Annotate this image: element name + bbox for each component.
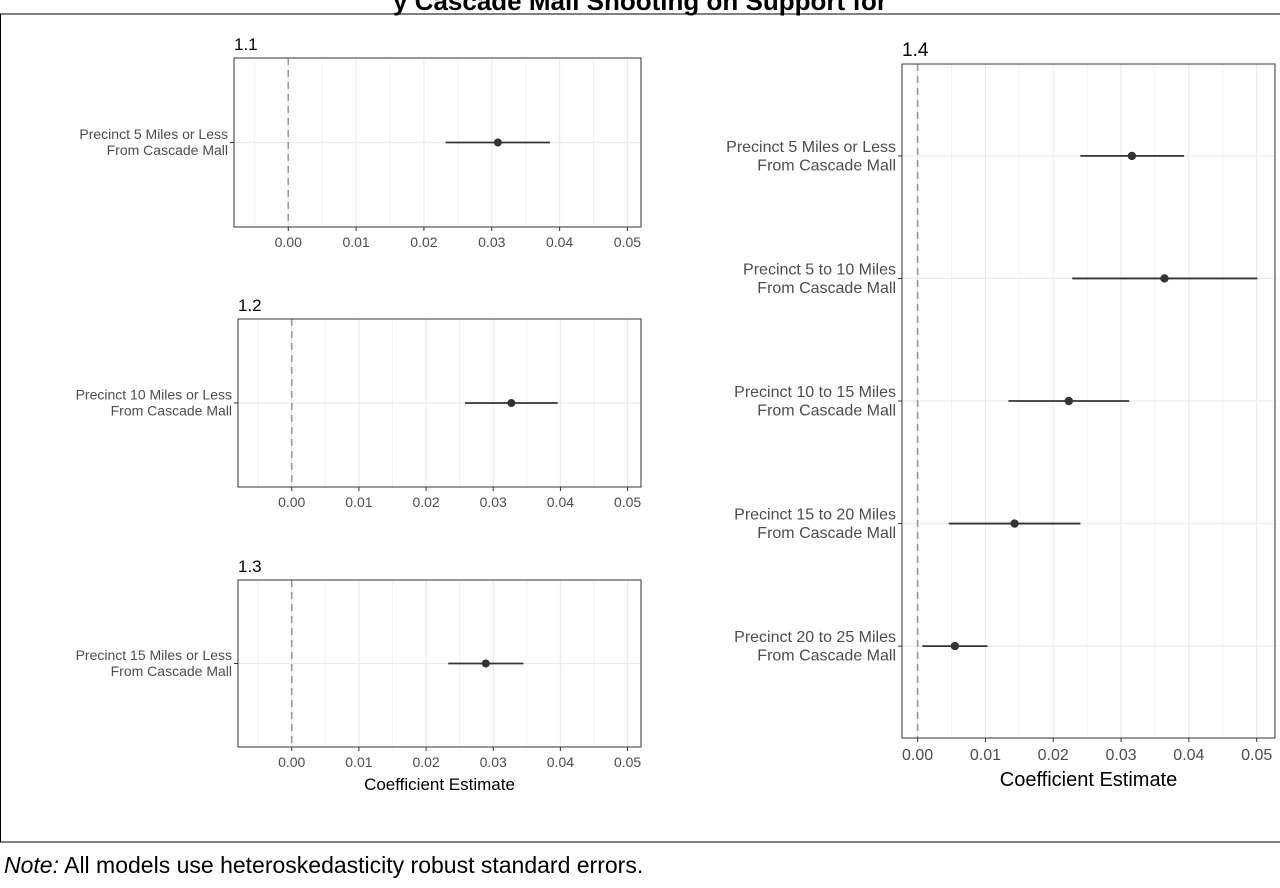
panel-1: 0.00 0.01 0.02 0.03 0.04 0.05 Precinct 5 Miles… (79, 35, 642, 250)
panel-4: 0.00 0.01 0.02 0.03 0.04 0.05 Precinct 5 Miles… (726, 40, 1276, 791)
y-tick-label-line: Precinct 15 to 20 Miles (734, 507, 896, 524)
point-estimate (1064, 396, 1074, 406)
x-tick-label: 0.04 (547, 494, 574, 510)
point-estimate (493, 138, 502, 147)
x-tick-label: 0.01 (342, 234, 369, 250)
note-label: Note: (4, 852, 59, 878)
x-tick-label: 0.00 (278, 754, 305, 770)
note-text: All models use heteroskedasticity robust… (58, 852, 644, 878)
panel-border (233, 57, 642, 228)
x-tick-label: 0.01 (345, 494, 372, 510)
point-estimate (481, 659, 490, 668)
y-tick-label: Precinct 15 Miles or Less From Cascade Ma… (76, 647, 232, 679)
y-tick-label-line: From Cascade Mall (107, 142, 228, 158)
point-estimate (507, 399, 516, 407)
y-tick-label-line: From Cascade Mall (111, 403, 232, 419)
x-tick-label: 0.03 (480, 754, 507, 770)
x-tick-label: 0.05 (614, 494, 641, 510)
y-tick-label-line: Precinct 5 Miles or Less (726, 139, 896, 156)
x-tick-label: 0.02 (410, 234, 437, 250)
x-tick-label: 0.05 (614, 234, 641, 250)
y-tick-label: Precinct 5 Miles or Less From Cascade Mal… (726, 139, 896, 174)
y-tick-label-line: Precinct 20 to 25 Miles (734, 629, 896, 646)
y-tick-label-line: Precinct 10 to 15 Miles (734, 384, 896, 401)
panel-border (237, 579, 642, 748)
y-tick-label-line: From Cascade Mall (111, 663, 232, 679)
y-tick-label: Precinct 10 to 15 Miles From Cascade Mall (734, 384, 896, 419)
y-tick-label-line: Precinct 5 Miles or Less (79, 126, 228, 142)
x-tick-label: 0.03 (478, 234, 505, 250)
y-tick-label-line: From Cascade Mall (757, 280, 896, 297)
y-tick-label: Precinct 5 Miles or Less From Cascade Mal… (79, 126, 228, 158)
x-tick-label: 0.01 (970, 747, 1001, 764)
x-tick-label: 0.00 (902, 747, 933, 764)
x-tick-label: 0.00 (278, 494, 305, 510)
point-estimate (1010, 519, 1019, 528)
point-estimate (1127, 151, 1137, 161)
x-axis-label: Coefficient Estimate (1000, 769, 1178, 791)
panel-2: 0.00 0.01 0.02 0.03 0.04 0.05 Precinct 10 Mile… (76, 296, 642, 510)
point-estimate (1160, 274, 1169, 283)
x-axis-label: Coefficient Estimate (364, 775, 515, 794)
x-tick-label: 0.02 (412, 754, 439, 770)
x-tick-label: 0.03 (1105, 747, 1136, 764)
x-tick-label: 0.01 (345, 754, 372, 770)
point-estimate (950, 641, 960, 651)
x-tick-label: 0.03 (480, 494, 507, 510)
panel-title: 1.4 (902, 40, 929, 61)
y-tick-label-line: From Cascade Mall (757, 647, 896, 664)
panel-title: 1.2 (238, 296, 262, 315)
panel-border (901, 63, 1276, 739)
y-tick-label: Precinct 20 to 25 Miles From Cascade Mall (734, 629, 896, 664)
y-tick-label-line: From Cascade Mall (757, 525, 896, 542)
x-tick-label: 0.04 (546, 234, 573, 250)
figure-title: y Cascade Mall Shooting on Support for (393, 0, 887, 16)
x-tick-label: 0.05 (1241, 747, 1272, 764)
y-tick-label-line: Precinct 5 to 10 Miles (743, 261, 896, 278)
x-tick-label: 0.00 (275, 234, 302, 250)
y-tick-label: Precinct 15 to 20 Miles From Cascade Mall (734, 507, 896, 542)
y-tick-label: Precinct 10 Miles or Less From Cascade Ma… (76, 387, 232, 419)
y-tick-label-line: Precinct 10 Miles or Less (76, 387, 232, 403)
x-tick-label: 0.04 (1173, 747, 1204, 764)
panel-title: 1.3 (238, 557, 262, 576)
x-tick-label: 0.04 (547, 754, 574, 770)
x-tick-label: 0.05 (614, 754, 641, 770)
x-tick-label: 0.02 (1038, 747, 1069, 764)
y-tick-label-line: From Cascade Mall (757, 157, 896, 174)
panel-title: 1.1 (234, 35, 258, 54)
panel-3: 0.00 0.01 0.02 0.03 0.04 0.05 Precinct 15 Mile… (76, 557, 642, 794)
figure-note: Note: All models use heteroskedasticity … (4, 852, 643, 879)
y-tick-label: Precinct 5 to 10 Miles From Cascade Mall (743, 261, 896, 296)
y-tick-label-line: Precinct 15 Miles or Less (76, 647, 232, 663)
x-tick-label: 0.02 (412, 494, 439, 510)
panel-border (237, 318, 642, 488)
y-tick-label-line: From Cascade Mall (757, 402, 896, 419)
coefficient-plots: 0.00 0.01 0.02 0.03 0.04 0.05 Precinct 5 Miles… (76, 35, 1276, 794)
